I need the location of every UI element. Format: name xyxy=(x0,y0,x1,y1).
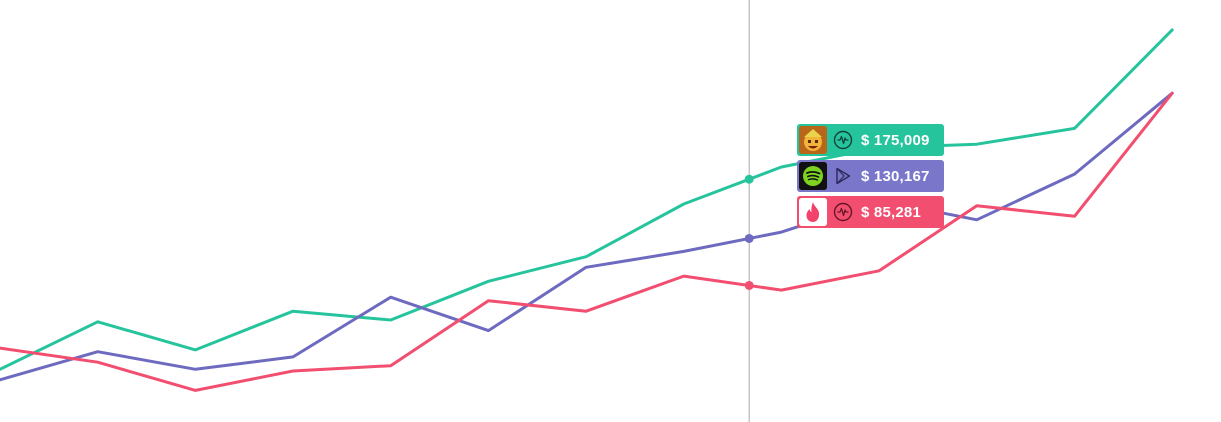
tinder-icon xyxy=(799,198,827,226)
series-line-1[interactable] xyxy=(0,28,1174,371)
tooltip: $ 175,009 $ 130,167 xyxy=(797,124,944,232)
tooltip-value: $ 175,009 xyxy=(861,131,930,149)
tooltip-row: $ 175,009 xyxy=(797,124,944,156)
series-line-3[interactable] xyxy=(0,91,1174,392)
tooltip-row: $ 130,167 xyxy=(797,160,944,192)
tooltip-row: $ 85,281 xyxy=(797,196,944,228)
hover-marker-2 xyxy=(744,233,754,243)
spotify-icon xyxy=(799,162,827,190)
series-line-2[interactable] xyxy=(0,91,1174,382)
hover-marker-1 xyxy=(744,174,754,184)
app-store-icon xyxy=(833,202,853,222)
tooltip-value: $ 85,281 xyxy=(861,203,921,221)
app-store-icon xyxy=(833,130,853,150)
clash-of-clans-icon xyxy=(799,126,827,154)
hover-marker-3 xyxy=(744,280,754,290)
tooltip-value: $ 130,167 xyxy=(861,167,930,185)
google-play-icon xyxy=(836,167,851,185)
